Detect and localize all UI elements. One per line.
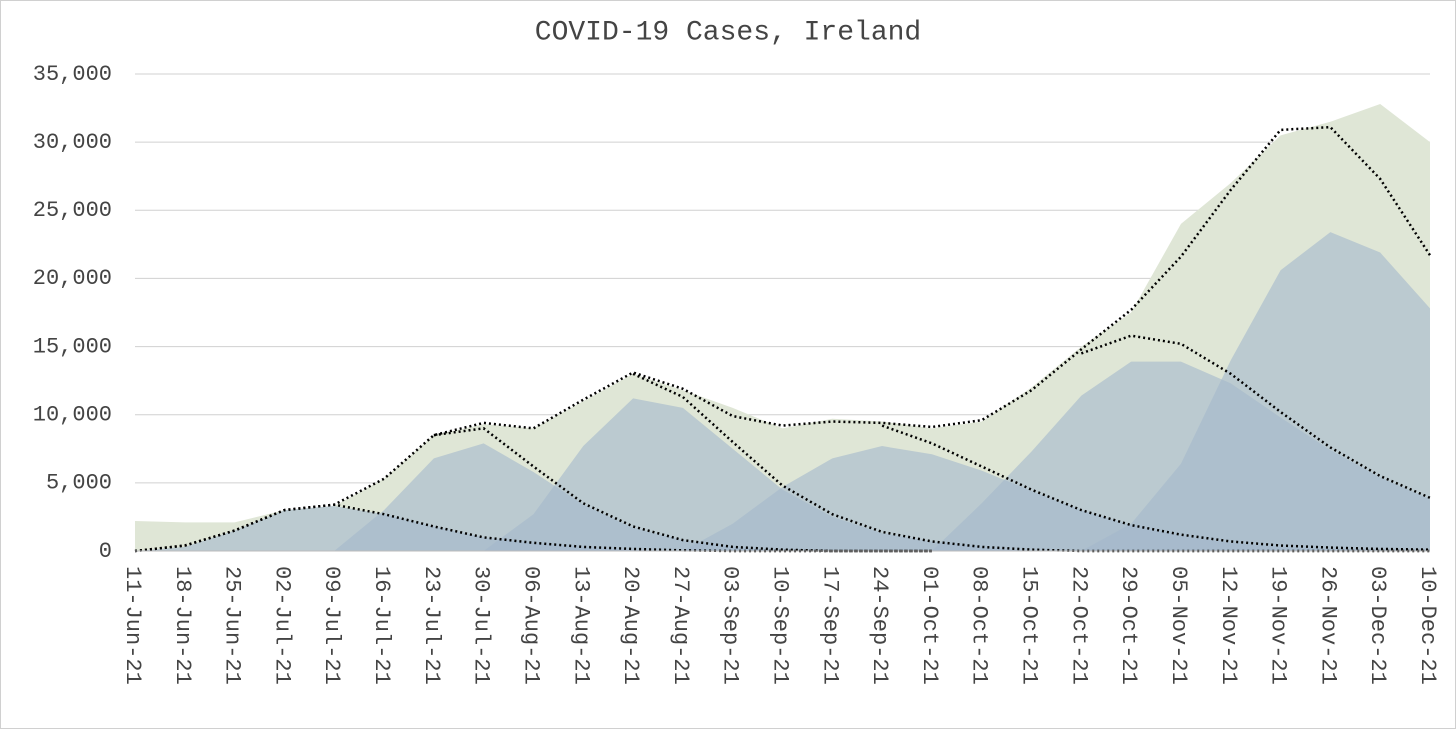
dotted-line <box>433 427 932 553</box>
x-tick-label: 19-Nov-21 <box>1266 566 1291 685</box>
x-tick-label: 20-Aug-21 <box>618 566 643 685</box>
x-tick-label: 29-Oct-21 <box>1116 566 1141 685</box>
dotted-line <box>632 372 1430 553</box>
x-tick-label: 03-Sep-21 <box>718 566 743 685</box>
x-tick-label: 17-Sep-21 <box>817 566 842 685</box>
y-tick-label: 30,000 <box>33 130 112 155</box>
x-tick-label: 27-Aug-21 <box>668 566 693 685</box>
x-tick-label: 10-Dec-21 <box>1415 566 1440 685</box>
x-tick-label: 02-Jul-21 <box>269 566 294 685</box>
y-tick-label: 5,000 <box>46 471 112 496</box>
x-tick-label: 08-Oct-21 <box>967 566 992 685</box>
x-tick-label: 06-Aug-21 <box>518 566 543 685</box>
y-tick-label: 20,000 <box>33 266 112 291</box>
x-tick-label: 16-Jul-21 <box>369 566 394 685</box>
x-tick-label: 15-Oct-21 <box>1017 566 1042 685</box>
dotted-line <box>1080 334 1431 499</box>
y-tick-label: 25,000 <box>33 198 112 223</box>
x-tick-label: 12-Nov-21 <box>1216 566 1241 685</box>
x-tick-label: 11-Jun-21 <box>120 566 145 685</box>
x-tick-label: 26-Nov-21 <box>1315 566 1340 685</box>
x-tick-label: 03-Dec-21 <box>1365 566 1390 685</box>
x-tick-label: 24-Sep-21 <box>867 566 892 685</box>
x-tick-label: 13-Aug-21 <box>568 566 593 685</box>
x-tick-label: 09-Jul-21 <box>319 566 344 685</box>
y-tick-label: 35,000 <box>33 62 112 87</box>
area <box>1081 232 1430 551</box>
area <box>682 446 1430 551</box>
chart-title: COVID-19 Cases, Ireland <box>535 17 921 48</box>
y-tick-label: 0 <box>99 539 112 564</box>
x-tick-label: 18-Jun-21 <box>170 566 195 685</box>
x-tick-label: 01-Oct-21 <box>917 566 942 685</box>
x-tick-label: 22-Oct-21 <box>1066 566 1091 685</box>
x-tick-label: 30-Jul-21 <box>469 566 494 685</box>
area <box>483 398 1032 551</box>
x-tick-label: 23-Jul-21 <box>419 566 444 685</box>
x-tick-label: 25-Jun-21 <box>220 566 245 685</box>
x-tick-label: 10-Sep-21 <box>768 566 793 685</box>
y-tick-label: 15,000 <box>33 334 112 359</box>
y-tick-label: 10,000 <box>33 403 112 428</box>
x-tick-label: 05-Nov-21 <box>1166 566 1191 685</box>
